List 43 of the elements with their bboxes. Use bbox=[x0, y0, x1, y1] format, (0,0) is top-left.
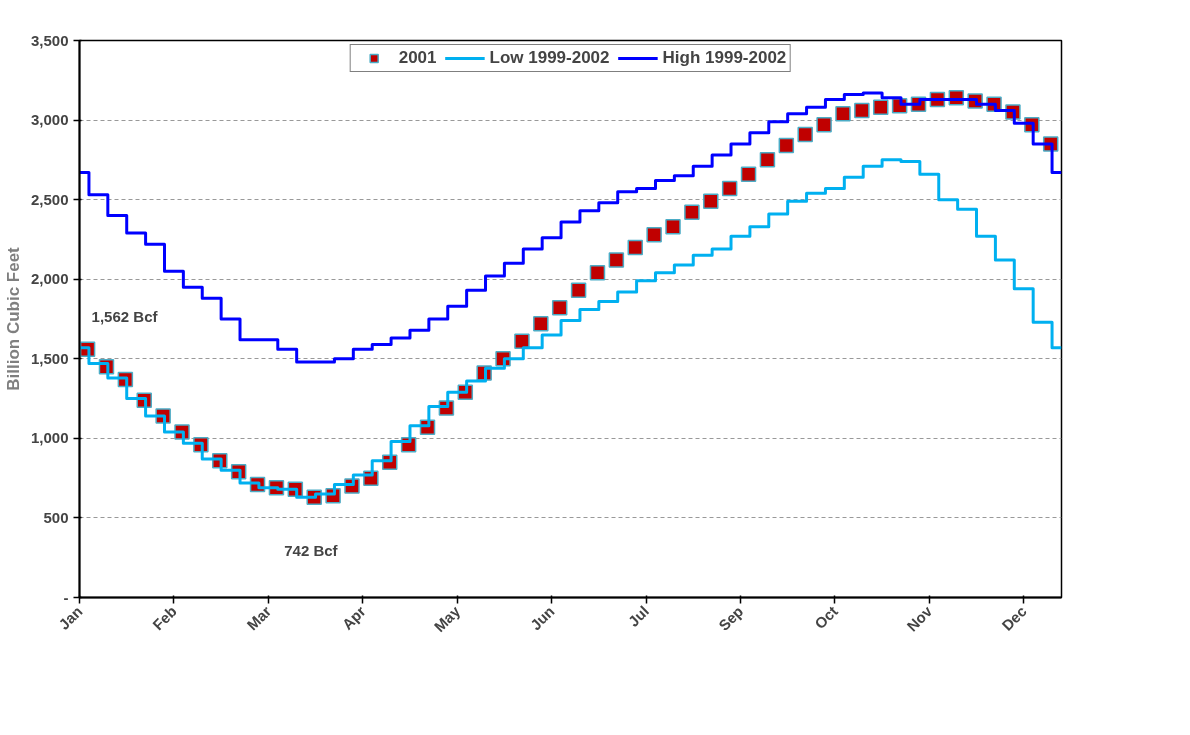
x-tick-label: Sep bbox=[715, 602, 747, 634]
point bbox=[533, 316, 549, 332]
y-tick-label: 3,500 bbox=[30, 31, 69, 49]
x-tick-label: Mar bbox=[243, 602, 275, 634]
point bbox=[759, 152, 776, 168]
x-tick-label: Dec bbox=[998, 602, 1030, 634]
point bbox=[646, 226, 662, 243]
x-tick-label: Jun bbox=[526, 602, 558, 634]
point bbox=[873, 99, 889, 116]
point bbox=[551, 300, 568, 316]
x-tick-label: Feb bbox=[149, 602, 180, 634]
x-tick-label: Apr bbox=[338, 602, 369, 633]
point bbox=[721, 180, 738, 197]
point bbox=[835, 105, 851, 122]
y-tick-label: 2,500 bbox=[30, 190, 69, 208]
point bbox=[665, 218, 681, 235]
y-axis-title: Billion Cubic Feet bbox=[3, 246, 23, 391]
point bbox=[627, 239, 643, 256]
y-tick-label: 1,000 bbox=[30, 429, 69, 447]
point bbox=[797, 126, 813, 143]
point bbox=[608, 252, 625, 268]
x-tick-label: Nov bbox=[903, 602, 936, 635]
point bbox=[684, 204, 700, 221]
point bbox=[570, 282, 587, 299]
point bbox=[854, 102, 870, 119]
point bbox=[740, 166, 757, 182]
x-tick-label: Jul bbox=[624, 602, 653, 630]
y-tick-label: 500 bbox=[43, 508, 69, 526]
point bbox=[514, 333, 530, 350]
x-tick-label: Oct bbox=[811, 602, 841, 633]
annotation: 1,562 Bcf bbox=[91, 308, 159, 326]
point bbox=[816, 117, 832, 133]
legend-label: 2001 bbox=[398, 48, 437, 68]
point bbox=[778, 137, 795, 154]
point bbox=[589, 265, 606, 281]
y-tick-label: 3,000 bbox=[30, 111, 69, 129]
legend-label: Low 1999-2002 bbox=[489, 48, 610, 68]
y-tick-label: 2,000 bbox=[30, 270, 69, 288]
annotation: 742 Bcf bbox=[284, 542, 339, 560]
y-tick-label: 1,500 bbox=[30, 349, 69, 367]
point bbox=[703, 193, 719, 209]
x-tick-label: May bbox=[430, 602, 464, 636]
legend-label: High 1999-2002 bbox=[662, 48, 787, 68]
